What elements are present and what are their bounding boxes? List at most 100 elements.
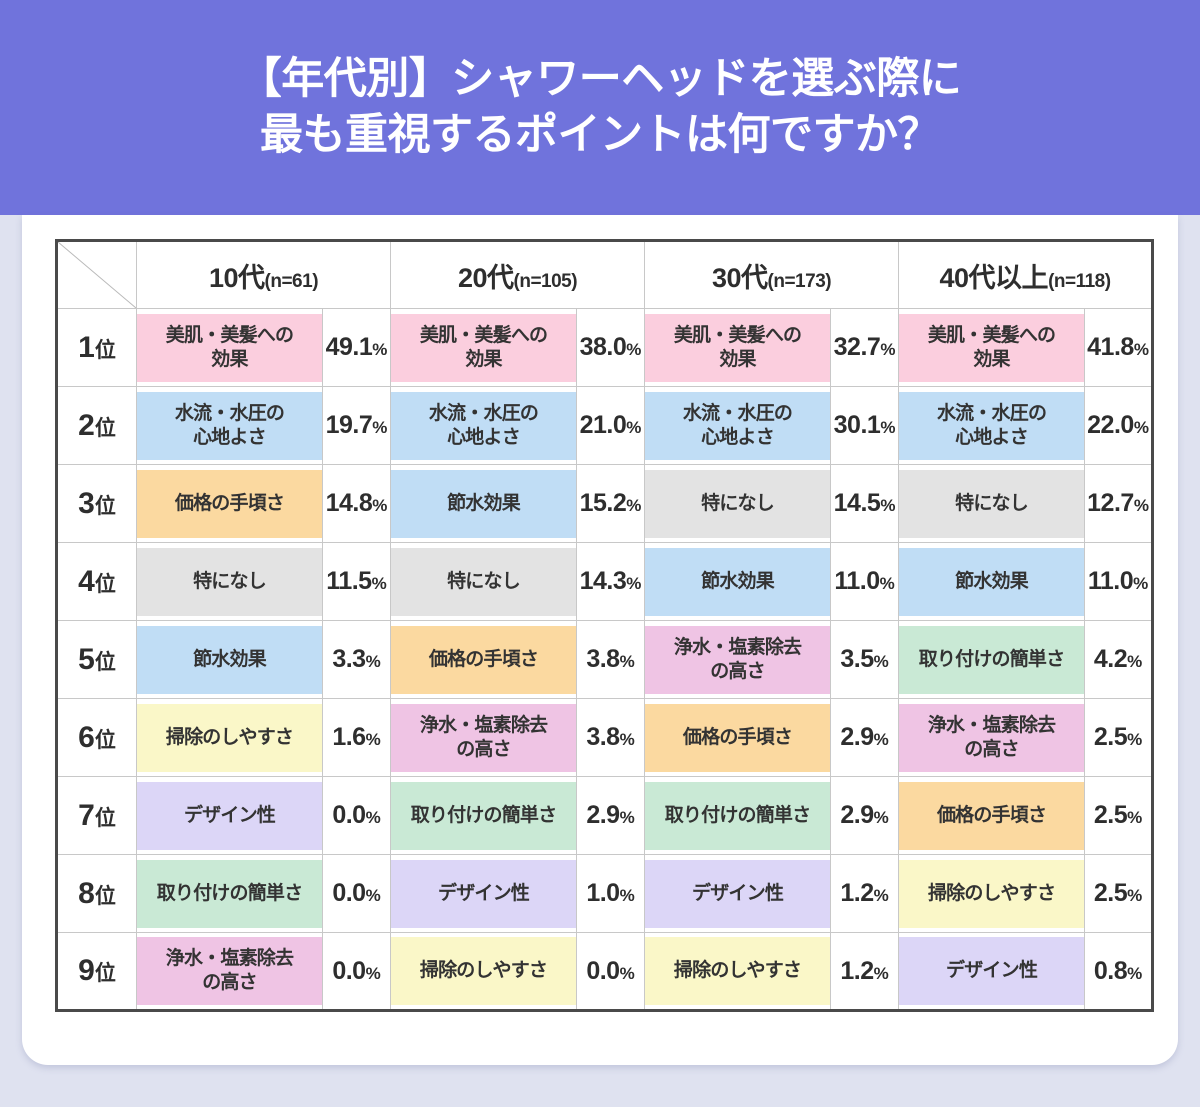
- column-header-age-3: 40代以上: [939, 262, 1049, 293]
- percentage-value: 3.5: [840, 645, 874, 673]
- answer-label: 取り付けの簡単さ: [645, 781, 831, 850]
- percentage-symbol: %: [626, 418, 642, 437]
- percentage-cell: 0.0%: [321, 776, 392, 855]
- answer-label: 節水効果: [137, 625, 322, 694]
- percentage-cell: 3.5%: [830, 620, 900, 699]
- percentage-value: 2.9: [586, 801, 620, 829]
- percentage-symbol: %: [365, 963, 381, 983]
- table-row: 8位 取り付けの簡単さ 0.0% デザイン性 1.0% デザイン性 1.2% 掃除のしやすさ 2…: [56, 854, 1154, 933]
- answer-label: 浄水・塩素除去 の高さ: [137, 937, 322, 1005]
- answer-label: 掃除のしやすさ: [899, 859, 1085, 928]
- percentage-cell: 38.0%: [576, 308, 646, 387]
- rank-number: 3: [78, 486, 95, 520]
- answer-label-cell: デザイン性: [644, 854, 832, 933]
- table-body: 1位 美肌・美髪への 効果 49.1% 美肌・美髪への 効果 38.0% 美肌・美髪への 効果 3…: [56, 308, 1154, 1011]
- answer-label-cell: デザイン性: [390, 854, 578, 933]
- table-row: 5位 節水効果 3.3% 価格の手頃さ 3.8% 浄水・塩素除去 の高さ 3.5% 取り付けの簡…: [56, 620, 1154, 699]
- percentage-symbol: %: [365, 886, 381, 905]
- answer-label-cell: 節水効果: [644, 542, 832, 621]
- percentage-value: 2.5: [1093, 801, 1128, 829]
- percentage-symbol: %: [873, 652, 889, 671]
- percentage-value: 0.0: [332, 801, 366, 829]
- percentage-cell: 2.5%: [1084, 854, 1154, 933]
- percentage-value: 41.8: [1087, 333, 1134, 361]
- rank-cell: 2位: [56, 386, 137, 465]
- percentage-cell: 11.5%: [321, 542, 392, 621]
- answer-label: デザイン性: [137, 781, 322, 850]
- answer-label-cell: 浄水・塩素除去 の高さ: [390, 698, 578, 777]
- answer-label: 掃除のしやすさ: [391, 937, 577, 1005]
- column-header-n-2: (n=173): [767, 270, 832, 292]
- answer-label-cell: 美肌・美髪への 効果: [898, 308, 1086, 387]
- percentage-cell: 41.8%: [1084, 308, 1154, 387]
- percentage-value: 3.3: [332, 645, 366, 673]
- percentage-value: 12.7: [1087, 489, 1134, 517]
- percentage-value: 0.0: [332, 956, 366, 985]
- answer-label: 節水効果: [391, 469, 577, 538]
- rank-number: 2: [78, 408, 95, 442]
- answer-label-cell: 浄水・塩素除去 の高さ: [644, 620, 832, 699]
- percentage-cell: 30.1%: [830, 386, 900, 465]
- rank-cell: 6位: [56, 698, 137, 777]
- rank-suffix: 位: [94, 416, 116, 440]
- percentage-symbol: %: [880, 496, 896, 515]
- percentage-symbol: %: [873, 730, 889, 749]
- rank-number: 4: [78, 564, 95, 598]
- answer-label-cell: 水流・水圧の 心地よさ: [390, 386, 578, 465]
- rank-cell: 7位: [56, 776, 137, 855]
- percentage-value: 0.0: [332, 879, 366, 907]
- rank-number: 5: [78, 642, 95, 676]
- percentage-cell: 1.2%: [830, 932, 900, 1011]
- percentage-cell: 1.0%: [576, 854, 646, 933]
- answer-label-cell: 浄水・塩素除去 の高さ: [136, 932, 323, 1011]
- banner-title-line-2: 最も重視するポイントは何ですか？: [260, 110, 941, 159]
- percentage-symbol: %: [372, 496, 388, 515]
- percentage-value: 2.5: [1093, 723, 1128, 751]
- percentage-cell: 14.3%: [576, 542, 646, 621]
- column-header-group-1: 20代(n=105): [390, 240, 646, 309]
- answer-label-cell: 掃除のしやすさ: [898, 854, 1086, 933]
- answer-label: 美肌・美髪への 効果: [391, 313, 577, 382]
- percentage-value: 1.2: [840, 956, 874, 985]
- percentage-cell: 2.9%: [830, 698, 900, 777]
- rank-number: 6: [78, 720, 95, 754]
- answer-label: 浄水・塩素除去 の高さ: [391, 703, 577, 772]
- percentage-value: 11.5: [326, 567, 372, 595]
- percentage-symbol: %: [873, 963, 889, 983]
- percentage-symbol: %: [1127, 886, 1143, 905]
- percentage-value: 3.8: [586, 723, 620, 751]
- answer-label-cell: 水流・水圧の 心地よさ: [644, 386, 832, 465]
- percentage-cell: 15.2%: [576, 464, 646, 543]
- column-header-group-2: 30代(n=173): [644, 240, 900, 309]
- answer-label-cell: 節水効果: [136, 620, 323, 699]
- rank-cell: 3位: [56, 464, 137, 543]
- diagonal-divider-icon: [58, 242, 136, 308]
- rank-cell: 4位: [56, 542, 137, 621]
- percentage-symbol: %: [1127, 652, 1143, 671]
- percentage-value: 14.5: [833, 489, 881, 517]
- percentage-symbol: %: [372, 340, 388, 359]
- rank-suffix: 位: [94, 728, 116, 752]
- percentage-value: 14.8: [325, 489, 373, 517]
- percentage-cell: 0.0%: [576, 932, 646, 1011]
- answer-label-cell: 取り付けの簡単さ: [390, 776, 578, 855]
- answer-label: 美肌・美髪への 効果: [645, 313, 831, 382]
- column-header-n-1: (n=105): [513, 270, 578, 292]
- percentage-cell: 2.9%: [576, 776, 646, 855]
- percentage-symbol: %: [1133, 340, 1149, 359]
- table-header: 10代(n=61) 20代(n=105) 30代(n=173) 40代以上(n=…: [56, 240, 1154, 309]
- percentage-cell: 11.0%: [1084, 542, 1154, 621]
- survey-results-table: 10代(n=61) 20代(n=105) 30代(n=173) 40代以上(n=…: [55, 239, 1155, 1012]
- answer-label: 特になし: [137, 547, 322, 616]
- percentage-symbol: %: [879, 574, 895, 593]
- column-header-n-3: (n=118): [1048, 270, 1111, 292]
- corner-cell: [56, 240, 137, 309]
- percentage-value: 0.8: [1093, 956, 1128, 985]
- column-header-n-0: (n=61): [264, 270, 319, 292]
- answer-label: デザイン性: [391, 859, 577, 928]
- answer-label-cell: 節水効果: [898, 542, 1086, 621]
- percentage-symbol: %: [1127, 963, 1143, 983]
- table-row: 2位 水流・水圧の 心地よさ 19.7% 水流・水圧の 心地よさ 21.0% 水流・水圧の 心地…: [56, 386, 1154, 465]
- percentage-symbol: %: [365, 808, 381, 827]
- percentage-value: 19.7: [325, 411, 373, 439]
